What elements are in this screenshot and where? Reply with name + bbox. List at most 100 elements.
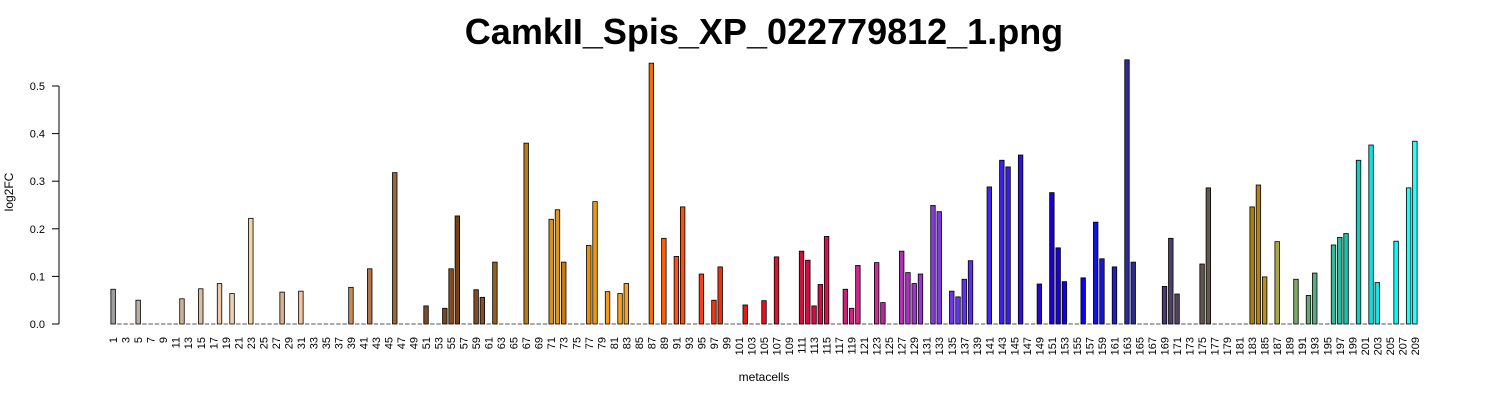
- x-tick-label: 161: [1109, 337, 1121, 355]
- bar: [798, 250, 805, 325]
- bar: [1262, 276, 1268, 325]
- x-tick-label: 131: [922, 337, 934, 355]
- x-tick-label: 201: [1360, 337, 1372, 355]
- x-tick-label: 135: [947, 337, 959, 355]
- bar: [899, 250, 905, 325]
- x-tick-label: 155: [1072, 337, 1084, 355]
- bar: [848, 307, 855, 325]
- x-tick-label: 23: [246, 337, 258, 349]
- bar: [229, 293, 235, 325]
- x-tick-label: 21: [233, 337, 245, 349]
- x-tick-label: 175: [1197, 337, 1209, 355]
- x-tick-label: 165: [1135, 337, 1147, 355]
- x-tick-label: 85: [634, 337, 646, 349]
- x-tick-label: 173: [1185, 337, 1197, 355]
- x-tick-label: 33: [308, 337, 320, 349]
- x-tick-label: 73: [559, 337, 571, 349]
- bar: [135, 299, 141, 325]
- bar: [554, 209, 561, 325]
- x-tick-label: 45: [384, 337, 396, 349]
- x-tick-label: 71: [546, 337, 558, 349]
- bar: [279, 291, 285, 325]
- x-tick-label: 167: [1147, 337, 1159, 355]
- x-tick-label: 99: [721, 337, 733, 349]
- x-tick-label: 83: [621, 337, 633, 349]
- bar: [367, 268, 373, 325]
- x-tick-label: 9: [158, 337, 170, 343]
- bar: [698, 273, 705, 325]
- x-tick-label: 75: [571, 337, 583, 349]
- y-axis: 0.0 0.1 0.2 0.3 0.4 0.5: [30, 81, 60, 331]
- x-tick-label: 35: [321, 337, 333, 349]
- x-tick-label: 79: [596, 337, 608, 349]
- x-tick-label: 133: [934, 337, 946, 355]
- y-tick-label: 0.0: [30, 319, 45, 331]
- x-tick-label: 103: [746, 337, 758, 355]
- bar: [917, 273, 924, 325]
- x-tick-label: 137: [959, 337, 971, 355]
- x-tick-label: 163: [1122, 337, 1134, 355]
- bar: [1343, 233, 1349, 325]
- x-tick-label: 65: [509, 337, 521, 349]
- bar: [1393, 240, 1399, 325]
- x-tick-label: 115: [822, 337, 834, 355]
- x-tick-label: 61: [484, 337, 496, 349]
- x-tick-label: 113: [809, 337, 821, 355]
- bars: [110, 59, 1418, 325]
- x-tick-label: 37: [333, 337, 345, 349]
- x-tick-label: 69: [534, 337, 546, 349]
- bar: [1368, 144, 1374, 325]
- bar: [423, 305, 429, 325]
- bar: [604, 291, 611, 325]
- bar: [936, 211, 942, 325]
- x-tick-label: 185: [1260, 337, 1272, 355]
- bar: [905, 272, 911, 325]
- x-tick-label: 51: [421, 337, 433, 349]
- x-tick-label: 91: [671, 337, 683, 349]
- x-tick-label: 117: [834, 337, 846, 355]
- x-tick-label: 77: [584, 337, 596, 349]
- bar: [1312, 272, 1318, 325]
- x-tick-label: 17: [208, 337, 220, 349]
- x-axis-title: metacells: [739, 370, 790, 384]
- chart-title: CamkII_Spis_XP_022779812_1.png: [465, 11, 1063, 52]
- y-tick-label: 0.4: [30, 129, 45, 141]
- x-tick-label: 93: [684, 337, 696, 349]
- bar: [661, 237, 667, 325]
- bar: [442, 307, 448, 325]
- bar: [392, 172, 398, 325]
- x-tick-label: 89: [659, 337, 671, 349]
- bar: [1405, 187, 1412, 325]
- x-tick-label: 189: [1285, 337, 1297, 355]
- bar: [1174, 293, 1180, 325]
- x-tick-label: 19: [221, 337, 233, 349]
- bar: [949, 290, 955, 325]
- bar: [623, 283, 629, 325]
- bar: [986, 186, 992, 325]
- bar: [110, 288, 116, 325]
- y-tick-label: 0.5: [30, 81, 45, 93]
- x-tick-label: 53: [434, 337, 446, 349]
- bar: [248, 217, 254, 325]
- x-tick-label: 143: [997, 337, 1009, 355]
- x-tick-label: 159: [1097, 337, 1109, 355]
- bar: [1255, 184, 1262, 325]
- bar: [999, 159, 1005, 325]
- bar: [874, 262, 880, 325]
- x-tick-label: 127: [897, 337, 909, 355]
- x-tick-label: 203: [1372, 337, 1384, 355]
- bar: [855, 265, 861, 325]
- bar: [1049, 192, 1055, 325]
- x-tick-label: 3: [121, 337, 133, 343]
- y-tick-label: 0.1: [30, 271, 45, 283]
- bar: [805, 259, 811, 325]
- y-tick-label: 0.3: [30, 176, 45, 188]
- x-tick-label: 171: [1172, 337, 1184, 355]
- bar: [773, 256, 780, 325]
- x-tick-label: 207: [1397, 337, 1409, 355]
- x-tick-label: 153: [1059, 337, 1071, 355]
- bar: [492, 261, 498, 325]
- bar: [586, 245, 592, 325]
- bar: [198, 288, 204, 325]
- bar: [448, 268, 454, 325]
